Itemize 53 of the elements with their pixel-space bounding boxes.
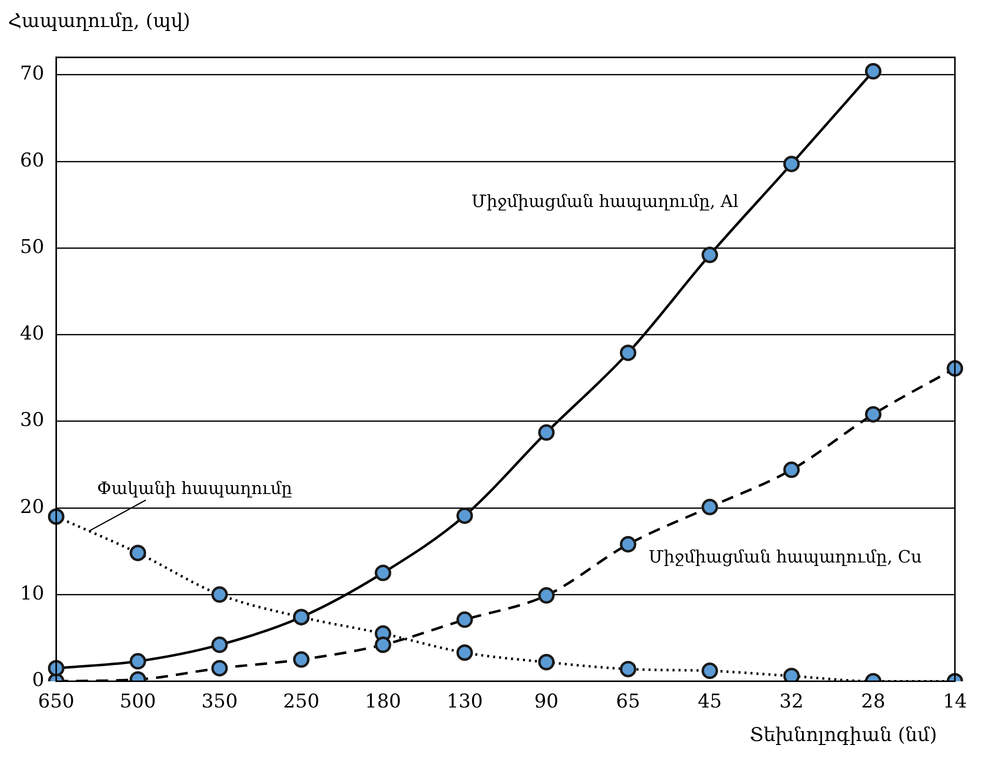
y-tick-label: 60 (20, 149, 44, 172)
series-label: Միջմիացման հապաղումը, Al (471, 192, 738, 212)
y-tick-label: 50 (20, 236, 44, 258)
x-tick-label: 250 (283, 690, 320, 713)
point (538, 424, 555, 441)
y-tick-label: 70 (20, 62, 44, 85)
point (620, 536, 636, 553)
point (620, 344, 636, 362)
point (293, 651, 310, 668)
x-tick-label: 45 (698, 690, 722, 713)
point (130, 544, 146, 562)
x-tick-label: 32 (779, 690, 804, 713)
point (620, 660, 636, 678)
point (702, 246, 718, 264)
x-tick-label: 65 (616, 690, 640, 713)
x-tick-label: 130 (446, 690, 483, 713)
point (946, 360, 964, 377)
point (538, 587, 555, 604)
series-label: Միջմիացման հապաղումը, Cu (648, 548, 922, 568)
y-axis-title: Հապաղումը, (պվ) (8, 9, 192, 34)
point (702, 498, 718, 516)
point (456, 611, 473, 628)
y-tick-label: 30 (20, 409, 44, 432)
x-tick-label: 650 (38, 690, 74, 713)
point (783, 156, 800, 172)
point (48, 660, 64, 676)
point (211, 636, 228, 654)
point (456, 507, 473, 524)
point (864, 63, 882, 80)
point (48, 508, 64, 525)
point (538, 654, 555, 670)
x-tick-label: 14 (942, 690, 968, 713)
point (130, 653, 146, 670)
x-tick-label: 350 (201, 690, 238, 713)
x-axis-title: Տեխնոլոգիան (նմ) (748, 724, 938, 746)
series-label: Փականի հապաղումը (97, 479, 292, 500)
y-tick-label: 10 (20, 582, 44, 604)
x-tick-label: 500 (120, 690, 156, 713)
x-tick-label: 28 (861, 690, 886, 713)
point (456, 644, 473, 661)
point (374, 564, 392, 582)
point (702, 662, 718, 680)
point (783, 462, 800, 478)
point (783, 668, 800, 682)
point (211, 586, 228, 603)
point (211, 660, 228, 676)
y-tick-label: 40 (20, 322, 44, 345)
x-tick-label: 180 (364, 690, 402, 713)
point (864, 406, 882, 423)
x-tick-label: 90 (534, 690, 558, 713)
point (374, 636, 392, 654)
y-tick-label: 20 (20, 496, 44, 518)
y-tick-label: 0 (32, 669, 44, 692)
